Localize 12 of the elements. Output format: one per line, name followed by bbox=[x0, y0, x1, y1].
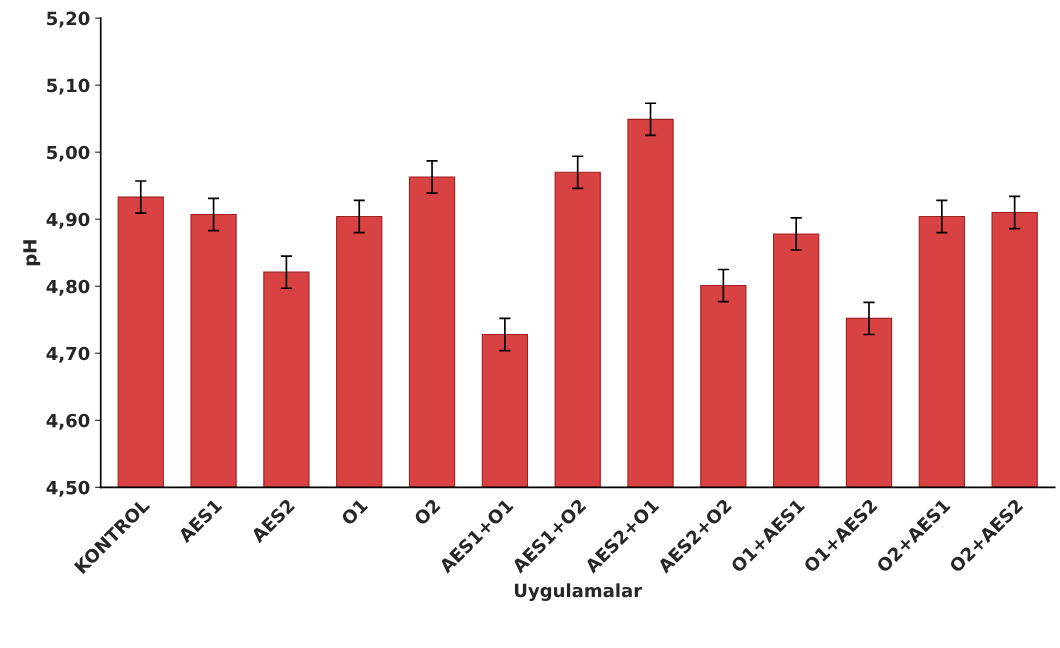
y-tick-label: 5,20 bbox=[47, 11, 90, 28]
y-tick-label: 4,70 bbox=[46, 346, 90, 363]
x-axis-title: Uygulamalar bbox=[514, 583, 643, 601]
x-tick-label: O1 bbox=[340, 498, 369, 526]
y-tick-label: 4,80 bbox=[46, 279, 90, 296]
y-tick-label: 4,50 bbox=[46, 480, 90, 497]
y-tick-label: 5,00 bbox=[47, 145, 90, 162]
y-axis-title: pH bbox=[23, 240, 41, 266]
y-tick-label: 4,60 bbox=[46, 413, 90, 430]
y-tick-label: 4,90 bbox=[46, 212, 90, 229]
x-tick-label: O2 bbox=[413, 498, 441, 526]
y-tick-label: 5,10 bbox=[47, 78, 90, 95]
